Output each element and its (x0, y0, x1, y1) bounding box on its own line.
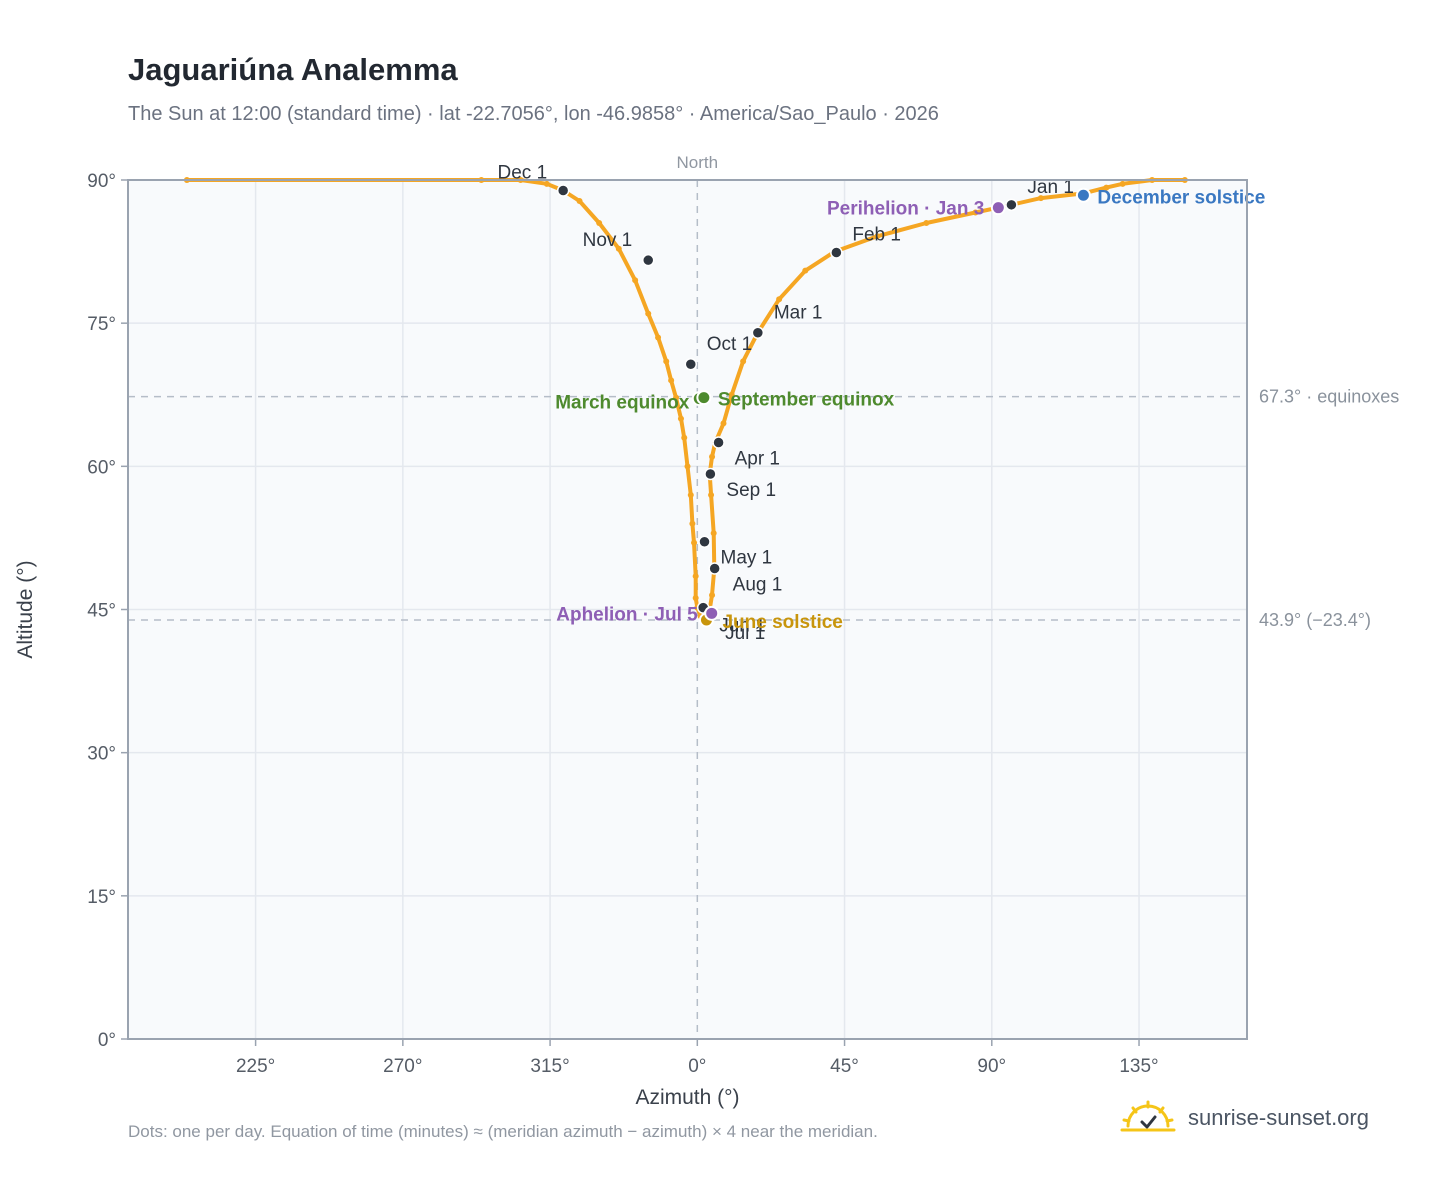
day-dot (923, 219, 930, 226)
day-dot (663, 358, 670, 365)
x-tick-label: 135° (1119, 1056, 1158, 1077)
event-marker[interactable] (1075, 187, 1091, 203)
month-label: Apr 1 (735, 448, 780, 469)
day-dot (802, 267, 809, 274)
day-dot (874, 233, 881, 240)
y-tick-label: 15° (87, 887, 116, 908)
month-marker[interactable] (684, 357, 698, 371)
month-label: Jul 1 (725, 623, 765, 644)
day-dot (576, 197, 583, 204)
day-dot (1103, 184, 1110, 191)
day-dot (632, 277, 639, 284)
y-axis-title: Altitude (°) (14, 560, 37, 658)
day-dot (692, 573, 699, 580)
footer-note: Dots: one per day. Equation of time (min… (128, 1122, 878, 1141)
month-label: Jan 1 (1027, 177, 1073, 198)
day-dot (677, 415, 684, 422)
day-dot (740, 358, 747, 365)
y-tick-label: 30° (87, 744, 116, 765)
brand[interactable]: sunrise-sunset.org (1120, 1100, 1369, 1136)
x-tick-label: 315° (530, 1056, 569, 1077)
month-marker[interactable] (830, 246, 843, 259)
event-marker[interactable] (990, 200, 1006, 216)
month-marker[interactable] (698, 535, 711, 548)
y-tick-label: 0° (98, 1030, 116, 1051)
day-dot (684, 463, 691, 470)
day-dot (673, 394, 680, 401)
month-marker[interactable] (556, 184, 570, 197)
month-label: Dec 1 (498, 162, 548, 183)
day-dot (668, 377, 675, 384)
chart-subtitle: The Sun at 12:00 (standard time) · lat -… (128, 103, 939, 125)
x-tick-label: 90° (977, 1056, 1006, 1077)
month-label: Jun 1 (719, 616, 765, 637)
day-dot (645, 310, 652, 317)
day-dot (691, 539, 698, 546)
y-tick-label: 60° (87, 457, 116, 478)
day-dot (543, 180, 550, 187)
month-marker[interactable] (704, 467, 717, 481)
sun-logo-icon (1120, 1100, 1176, 1132)
day-dot (708, 491, 715, 498)
x-tick-label: 45° (830, 1056, 859, 1077)
day-dot (1119, 180, 1126, 187)
event-label: June solstice (722, 612, 842, 633)
event-marker[interactable] (696, 390, 712, 406)
x-tick-label: 0° (688, 1056, 706, 1077)
month-marker[interactable] (641, 253, 655, 267)
event-label: September equinox (718, 390, 895, 411)
day-dot (615, 245, 622, 252)
day-dot (681, 434, 688, 441)
x-tick-label: 270° (383, 1056, 422, 1077)
y-tick-label: 45° (87, 601, 116, 622)
day-dot (692, 595, 699, 602)
event-marker[interactable] (704, 605, 720, 621)
day-dot (687, 491, 694, 498)
x-axis-title: Azimuth (°) (635, 1086, 739, 1109)
day-dot (709, 592, 716, 599)
month-label: May 1 (721, 548, 773, 569)
x-tick-label: 225° (236, 1056, 275, 1077)
month-label: Mar 1 (774, 303, 823, 324)
day-dot (655, 334, 662, 341)
event-label: December solstice (1097, 187, 1265, 208)
event-label: March equinox (555, 393, 690, 414)
month-label: Aug 1 (733, 574, 783, 595)
y-tick-label: 75° (87, 314, 116, 335)
day-dot (689, 520, 696, 527)
day-dot (1037, 195, 1044, 202)
day-dot (709, 453, 716, 460)
month-label: Sep 1 (726, 480, 776, 501)
chart-title: Jaguariúna Analemma (128, 52, 458, 87)
y-tick-label: 90° (87, 171, 116, 192)
day-dot (776, 296, 783, 303)
month-marker[interactable] (712, 436, 725, 449)
reference-line-label: 67.3° · equinoxes (1259, 387, 1399, 407)
brand-name: sunrise-sunset.org (1188, 1105, 1369, 1130)
reference-line-label: 43.9° (−23.4°) (1259, 610, 1371, 630)
month-marker[interactable] (708, 562, 721, 575)
day-dot (710, 530, 717, 537)
day-dot (972, 209, 979, 216)
day-dot (720, 420, 727, 427)
month-marker[interactable] (751, 326, 765, 339)
day-dot (596, 219, 603, 226)
event-label: Aphelion · Jul 5 (556, 604, 698, 625)
north-label: North (677, 153, 719, 172)
month-label: Feb 1 (852, 225, 901, 246)
month-marker[interactable] (1005, 198, 1018, 212)
day-dot (728, 391, 735, 398)
event-label: Perihelion · Jan 3 (827, 199, 984, 220)
month-label: Oct 1 (707, 334, 752, 355)
month-label: Nov 1 (583, 230, 633, 251)
